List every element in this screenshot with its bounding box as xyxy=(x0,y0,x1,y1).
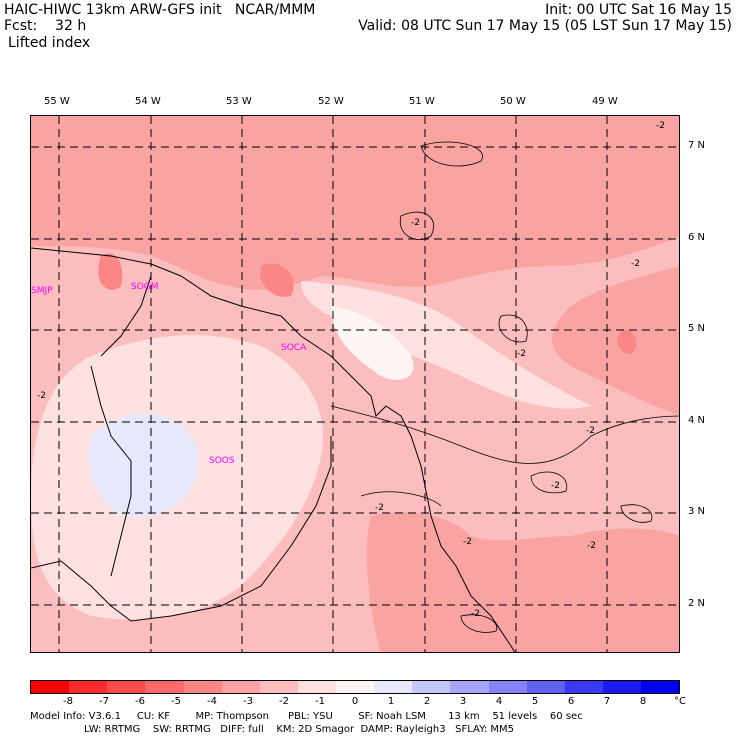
lat-lon-grid xyxy=(31,116,679,652)
station-label: SOGM xyxy=(131,282,159,292)
shade-neg3 xyxy=(31,116,679,291)
colorbar-swatch xyxy=(183,681,222,693)
colorbar-swatch xyxy=(297,681,336,693)
colorbar-tick: 5 xyxy=(531,696,539,707)
colorbar-tick: -2 xyxy=(279,696,289,707)
coastline xyxy=(31,247,516,652)
shade-zero xyxy=(331,306,414,380)
shade-neg1 xyxy=(301,281,591,409)
lat-label: 4 N xyxy=(688,415,706,426)
contour-label: -2 xyxy=(37,391,46,401)
colorbar-tick: -8 xyxy=(63,696,73,707)
contour-label: -2 xyxy=(411,218,420,228)
header-init-time: Init: 00 UTC Sat 16 May 15 xyxy=(545,2,732,18)
colorbar-swatch xyxy=(374,681,413,693)
colorbar xyxy=(30,680,680,694)
shade-neg3 xyxy=(366,512,679,652)
lat-label: 7 N xyxy=(688,140,706,151)
colorbar-swatch xyxy=(31,681,70,693)
colorbar-swatch xyxy=(69,681,108,693)
shade-neg4 xyxy=(260,263,294,297)
colorbar-swatch xyxy=(412,681,451,693)
lon-label: 49 W xyxy=(592,96,618,107)
map-panel: SMJP SOGM SOCA SOOS -2 -2 -2 -2 -2 -2 -2… xyxy=(30,115,680,653)
colorbar-swatch xyxy=(221,681,260,693)
contour-label: -2 xyxy=(551,481,560,491)
colorbar-tick: 2 xyxy=(423,696,431,707)
lon-label: 55 W xyxy=(44,96,70,107)
colorbar-tick: -7 xyxy=(99,696,109,707)
colorbar-swatch xyxy=(641,681,680,693)
lat-label: 3 N xyxy=(688,506,706,517)
colorbar-tick: -6 xyxy=(135,696,145,707)
lat-label: 2 N xyxy=(688,598,706,609)
contour-lines xyxy=(330,141,679,633)
colorbar-swatch xyxy=(602,681,641,693)
lat-label: 6 N xyxy=(688,232,706,243)
field-name: Lifted index xyxy=(8,35,91,51)
contour-label: -2 xyxy=(587,541,596,551)
header-forecast-hour: Fcst: 32 h xyxy=(4,18,87,34)
contour-label: -2 xyxy=(517,349,526,359)
contour-label: -2 xyxy=(463,537,472,547)
colorbar-tick: -4 xyxy=(207,696,217,707)
lon-label: 50 W xyxy=(500,96,526,107)
shade-neg4 xyxy=(617,330,637,354)
colorbar-tick: -3 xyxy=(243,696,253,707)
colorbar-swatch xyxy=(450,681,489,693)
lat-label: 5 N xyxy=(688,323,706,334)
contour-label: -2 xyxy=(375,503,384,513)
colorbar-swatch xyxy=(526,681,565,693)
model-info-line2: LW: RRTMG SW: RRTMG DIFF: full KM: 2D Sm… xyxy=(30,724,515,735)
station-label: SOOS xyxy=(209,456,235,466)
station-labels: SMJP SOGM SOCA SOOS xyxy=(31,282,307,466)
station-label: SOCA xyxy=(281,343,307,353)
colorbar-tick: -5 xyxy=(171,696,181,707)
contour-label: -2 xyxy=(631,259,640,269)
colorbar-swatch xyxy=(145,681,184,693)
colorbar-swatch xyxy=(336,681,375,693)
contour-label: -2 xyxy=(586,426,595,436)
colorbar-swatch xyxy=(107,681,146,693)
colorbar-tick: -1 xyxy=(315,696,325,707)
header-valid-time: Valid: 08 UTC Sun 17 May 15 (05 LST Sun … xyxy=(358,18,732,34)
colorbar-swatch xyxy=(259,681,298,693)
shade-neg4 xyxy=(98,253,123,290)
shade-neg3 xyxy=(552,266,679,416)
lon-label: 54 W xyxy=(135,96,161,107)
lon-label: 52 W xyxy=(318,96,344,107)
lon-label: 53 W xyxy=(226,96,252,107)
lifted-index-map: SMJP SOGM SOCA SOOS -2 -2 -2 -2 -2 -2 -2… xyxy=(31,116,679,652)
colorbar-tick: 8 xyxy=(639,696,647,707)
contour-label: -2 xyxy=(471,609,480,619)
header-title: HAIC-HIWC 13km ARW-GFS init NCAR/MMM xyxy=(4,2,316,18)
model-info-line1: Model Info: V3.6.1 CU: KF MP: Thompson P… xyxy=(30,711,583,722)
contour-label: -2 xyxy=(656,121,665,131)
colorbar-swatch xyxy=(564,681,603,693)
contour-label-group: -2 -2 -2 -2 -2 -2 -2 -2 -2 -2 -2 xyxy=(37,121,665,619)
colorbar-tick: 7 xyxy=(603,696,611,707)
shade-pos1 xyxy=(89,413,199,518)
colorbar-unit: °C xyxy=(674,696,686,707)
lon-label: 51 W xyxy=(409,96,435,107)
colorbar-swatch xyxy=(488,681,527,693)
colorbar-tick: 4 xyxy=(495,696,503,707)
colorbar-tick: 1 xyxy=(387,696,395,707)
colorbar-tick: 3 xyxy=(459,696,467,707)
colorbar-tick: 6 xyxy=(567,696,575,707)
station-label: SMJP xyxy=(31,286,53,296)
colorbar-tick: 0 xyxy=(351,696,359,707)
